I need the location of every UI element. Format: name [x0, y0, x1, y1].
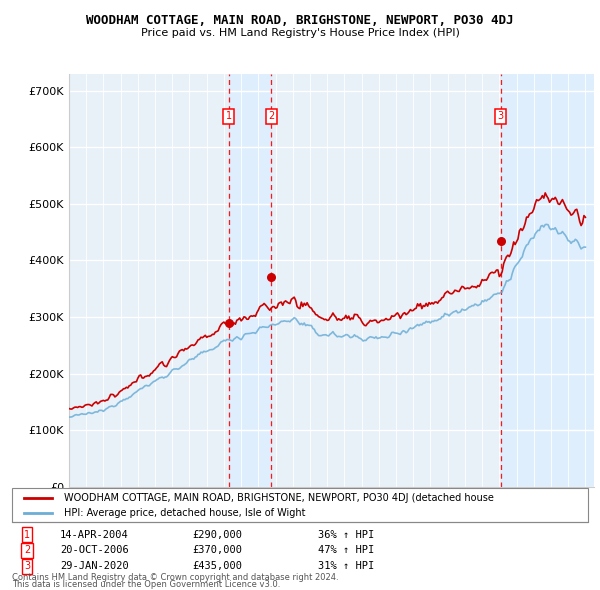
Bar [501, 74, 594, 487]
Text: 1: 1 [226, 111, 232, 121]
Text: 14-APR-2004: 14-APR-2004 [60, 530, 129, 539]
Text: 31% ↑ HPI: 31% ↑ HPI [318, 562, 374, 571]
Text: Price paid vs. HM Land Registry's House Price Index (HPI): Price paid vs. HM Land Registry's House … [140, 28, 460, 38]
Text: Contains HM Land Registry data © Crown copyright and database right 2024.: Contains HM Land Registry data © Crown c… [12, 572, 338, 582]
Text: 47% ↑ HPI: 47% ↑ HPI [318, 546, 374, 555]
FancyBboxPatch shape [12, 488, 588, 522]
Text: HPI: Average price, detached house, Isle of Wight: HPI: Average price, detached house, Isle… [64, 507, 305, 517]
Text: 2: 2 [268, 111, 274, 121]
Text: £435,000: £435,000 [192, 562, 242, 571]
Text: £290,000: £290,000 [192, 530, 242, 539]
Text: £370,000: £370,000 [192, 546, 242, 555]
Text: 29-JAN-2020: 29-JAN-2020 [60, 562, 129, 571]
Text: This data is licensed under the Open Government Licence v3.0.: This data is licensed under the Open Gov… [12, 579, 280, 589]
Point [496, 236, 506, 245]
Text: 1: 1 [24, 530, 30, 539]
Point [266, 273, 276, 282]
Text: 3: 3 [24, 562, 30, 571]
Bar [229, 74, 271, 487]
Text: 3: 3 [497, 111, 504, 121]
Text: 36% ↑ HPI: 36% ↑ HPI [318, 530, 374, 539]
Text: WOODHAM COTTAGE, MAIN ROAD, BRIGHSTONE, NEWPORT, PO30 4DJ: WOODHAM COTTAGE, MAIN ROAD, BRIGHSTONE, … [86, 14, 514, 27]
Point [224, 318, 233, 327]
Text: WOODHAM COTTAGE, MAIN ROAD, BRIGHSTONE, NEWPORT, PO30 4DJ (detached house: WOODHAM COTTAGE, MAIN ROAD, BRIGHSTONE, … [64, 493, 494, 503]
Text: 20-OCT-2006: 20-OCT-2006 [60, 546, 129, 555]
Text: 2: 2 [24, 546, 30, 555]
